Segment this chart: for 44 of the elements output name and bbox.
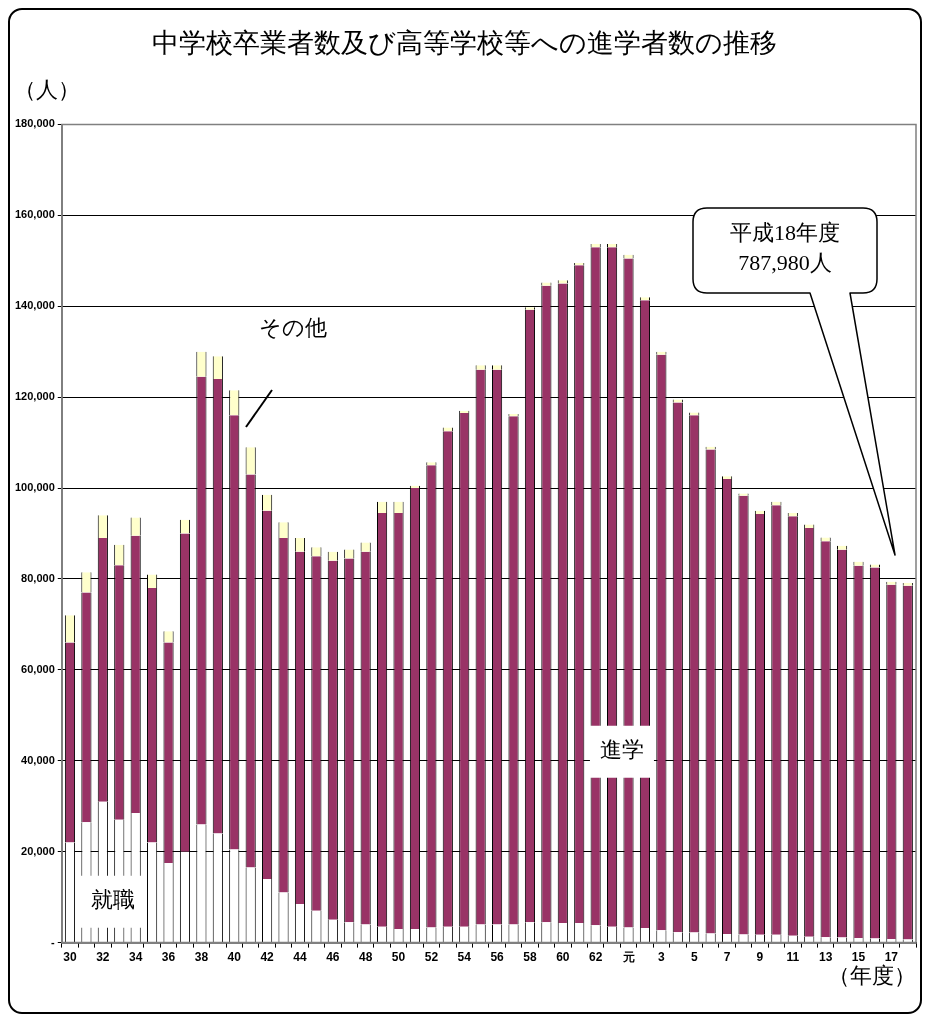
chart-title: 中学校卒業者数及び高等学校等への進学者数の推移: [151, 27, 777, 58]
x-tick-label: 17: [884, 950, 899, 965]
x-tick-label: 5: [690, 950, 698, 965]
x-tick-label: 50: [391, 950, 406, 965]
speech-bubble: 平成18年度 787,980人: [692, 207, 896, 556]
x-axis-title: （年度）: [828, 963, 916, 989]
x-tick-label: 44: [293, 950, 307, 965]
x-tick-label: 54: [457, 950, 472, 965]
y-tick-label: 60,000: [21, 662, 55, 675]
x-tick-label: 11: [786, 950, 800, 965]
x-tick-label: 62: [588, 950, 603, 965]
x-tick-label: 48: [358, 950, 373, 965]
y-tick-label: 80,000: [21, 571, 55, 584]
x-tick-label: 15: [851, 950, 866, 965]
series-label: 就職: [90, 887, 135, 913]
x-tick-label: 36: [161, 950, 176, 965]
y-tick-label: 120,000: [15, 390, 55, 403]
x-tick-label: 30: [63, 950, 77, 965]
x-tick-label: 52: [424, 950, 439, 965]
x-tick-label: 38: [194, 950, 209, 965]
y-tick-label: -: [51, 935, 56, 948]
series-label: その他: [259, 314, 328, 340]
y-tick-label: 180,000: [15, 117, 55, 130]
x-tick-label: 13: [818, 950, 833, 965]
x-tick-label: 元: [621, 950, 635, 965]
x-tick-label: 7: [723, 950, 731, 965]
x-tick-label: 32: [96, 950, 110, 965]
x-tick-label: 40: [227, 950, 242, 965]
series-label: 進学: [599, 737, 644, 763]
x-tick-label: 34: [129, 950, 143, 965]
x-tick-label: 9: [756, 950, 764, 965]
x-tick-label: 46: [326, 950, 340, 965]
y-axis-title: （人）: [14, 77, 80, 103]
y-tick-label: 100,000: [15, 481, 55, 494]
x-tick-label: 58: [523, 950, 537, 965]
y-tick-label: 140,000: [15, 299, 55, 312]
x-tick-label: 42: [260, 950, 275, 965]
x-tick-label: 60: [556, 950, 570, 965]
y-tick-label: 40,000: [21, 753, 55, 766]
annotation: 平成18年度 787,980人: [730, 220, 840, 275]
x-tick-label: 3: [658, 950, 666, 965]
x-tick-label: 56: [490, 950, 505, 965]
y-tick-label: 20,000: [21, 844, 55, 857]
y-tick-label: 160,000: [15, 208, 55, 221]
